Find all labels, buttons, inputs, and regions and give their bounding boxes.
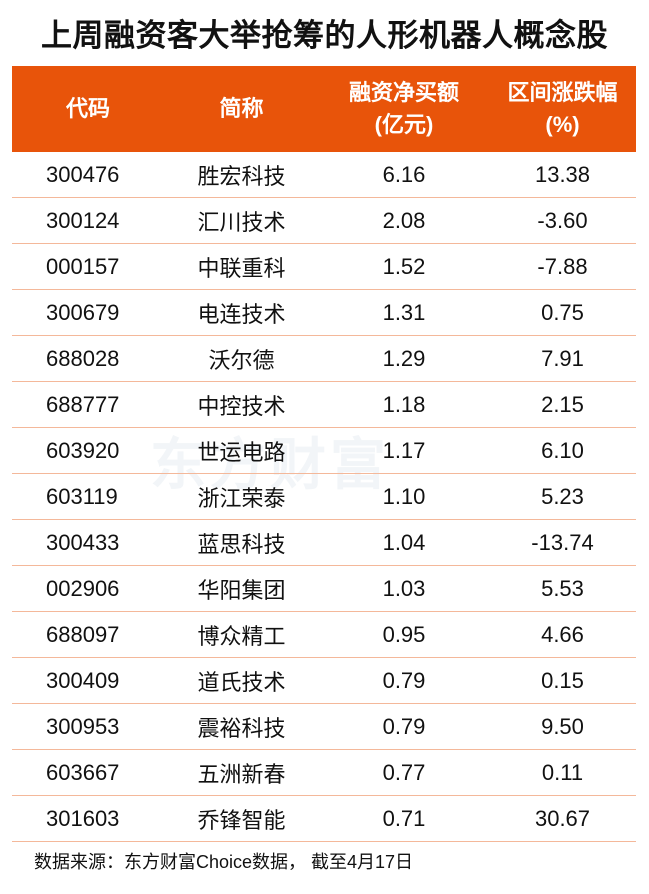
table-row: 300476 胜宏科技 6.16 13.38 — [12, 152, 636, 198]
header-net-buy: 融资净买额 (亿元) — [319, 66, 489, 152]
cell-code: 688028 — [46, 345, 120, 371]
table-row: 603119 浙江荣泰 1.10 5.23 — [12, 474, 636, 520]
cell-change-pct: 6.10 — [541, 437, 584, 463]
cell-code: 002906 — [46, 575, 120, 601]
cell-change-pct: 5.53 — [541, 575, 584, 601]
cell-name: 蓝思科技 — [197, 531, 286, 557]
cell-net-buy: 1.31 — [382, 299, 426, 325]
cell-code: 300476 — [46, 161, 120, 187]
cell-change-pct: 0.15 — [541, 667, 584, 693]
header-label: 简称 — [219, 96, 264, 121]
cell-name: 震裕科技 — [197, 715, 286, 741]
cell-code: 300953 — [46, 713, 120, 739]
cell-net-buy: 1.29 — [382, 345, 426, 371]
cell-change-pct: -3.60 — [537, 207, 588, 233]
cell-net-buy: 0.95 — [382, 621, 426, 647]
cell-net-buy: 0.79 — [382, 713, 426, 739]
cell-code: 688777 — [46, 391, 120, 417]
header-code: 代码 — [12, 66, 164, 152]
cell-change-pct: -13.74 — [531, 529, 594, 555]
cell-change-pct: 4.66 — [541, 621, 584, 647]
cell-change-pct: -7.88 — [537, 253, 588, 279]
cell-name: 世运电路 — [197, 439, 286, 465]
cell-net-buy: 1.52 — [382, 253, 426, 279]
cell-code: 300433 — [46, 529, 120, 555]
cell-net-buy: 1.18 — [382, 391, 426, 417]
cell-code: 300409 — [46, 667, 120, 693]
page-title: 上周融资客大举抢筹的人形机器人概念股 — [41, 18, 608, 53]
cell-name: 乔锋智能 — [197, 807, 286, 833]
cell-code: 603667 — [46, 759, 120, 785]
header-label: 区间涨跌幅 — [507, 80, 618, 105]
cell-name: 电连技术 — [197, 301, 286, 327]
header-name: 简称 — [164, 66, 319, 152]
cell-name: 华阳集团 — [197, 577, 286, 603]
table-row: 688097 博众精工 0.95 4.66 — [12, 612, 636, 658]
data-table: 代码 简称 融资净买额 (亿元) 区间涨跌幅 (%) 300476 胜宏科技 6.16 13.3… — [12, 66, 636, 842]
cell-name: 五洲新春 — [197, 761, 286, 787]
cell-change-pct: 7.91 — [541, 345, 584, 371]
cell-name: 中联重科 — [197, 255, 286, 281]
cell-net-buy: 1.03 — [382, 575, 426, 601]
cell-name: 道氏技术 — [197, 669, 286, 695]
table-row: 300409 道氏技术 0.79 0.15 — [12, 658, 636, 704]
table-row: 301603 乔锋智能 0.71 30.67 — [12, 796, 636, 842]
cell-code: 300124 — [46, 207, 120, 233]
cell-change-pct: 0.75 — [541, 299, 584, 325]
cell-net-buy: 0.79 — [382, 667, 426, 693]
table-row: 688028 沃尔德 1.29 7.91 — [12, 336, 636, 382]
header-label: (亿元) — [374, 112, 434, 137]
cell-name: 博众精工 — [197, 623, 286, 649]
cell-code: 603920 — [46, 437, 120, 463]
table-row: 002906 华阳集团 1.03 5.53 — [12, 566, 636, 612]
header-label: (%) — [545, 112, 580, 137]
cell-change-pct: 2.15 — [541, 391, 584, 417]
cell-name: 汇川技术 — [197, 209, 286, 235]
cell-code: 000157 — [46, 253, 120, 279]
cell-code: 603119 — [46, 483, 118, 509]
cell-code: 300679 — [46, 299, 120, 325]
cell-net-buy: 1.17 — [382, 437, 426, 463]
header-label: 代码 — [65, 96, 110, 121]
cell-code: 688097 — [46, 621, 120, 647]
table-row: 688777 中控技术 1.18 2.15 — [12, 382, 636, 428]
table-row: 000157 中联重科 1.52 -7.88 — [12, 244, 636, 290]
cell-net-buy: 2.08 — [382, 207, 426, 233]
cell-change-pct: 13.38 — [534, 161, 591, 187]
cell-change-pct: 5.23 — [541, 483, 584, 509]
table-row: 603920 世运电路 1.17 6.10 — [12, 428, 636, 474]
header-change-pct: 区间涨跌幅 (%) — [489, 66, 636, 152]
table-row: 603667 五洲新春 0.77 0.11 — [12, 750, 636, 796]
cell-net-buy: 6.16 — [382, 161, 426, 187]
cell-change-pct: 0.11 — [541, 759, 584, 785]
cell-name: 浙江荣泰 — [197, 485, 286, 511]
cell-net-buy: 1.04 — [382, 529, 426, 555]
table-row: 300953 震裕科技 0.79 9.50 — [12, 704, 636, 750]
table-body: 300476 胜宏科技 6.16 13.38 300124 汇川技术 2.08 -3.60 00… — [12, 152, 636, 842]
cell-net-buy: 1.10 — [382, 483, 426, 509]
cell-name: 沃尔德 — [208, 347, 275, 373]
cell-change-pct: 30.67 — [534, 805, 591, 831]
table-row: 300433 蓝思科技 1.04 -13.74 — [12, 520, 636, 566]
cell-net-buy: 0.77 — [382, 759, 426, 785]
table-header: 代码 简称 融资净买额 (亿元) 区间涨跌幅 (%) — [12, 66, 636, 152]
cell-name: 中控技术 — [197, 393, 286, 419]
header-label: 融资净买额 — [348, 80, 459, 105]
table-row: 300124 汇川技术 2.08 -3.60 — [12, 198, 636, 244]
cell-net-buy: 0.71 — [382, 805, 426, 831]
cell-name: 胜宏科技 — [197, 163, 286, 189]
cell-code: 301603 — [46, 805, 120, 831]
cell-change-pct: 9.50 — [541, 713, 584, 739]
source-note: 数据来源：东方财富Choice数据， 截至4月17日 — [34, 852, 414, 872]
table-row: 300679 电连技术 1.31 0.75 — [12, 290, 636, 336]
